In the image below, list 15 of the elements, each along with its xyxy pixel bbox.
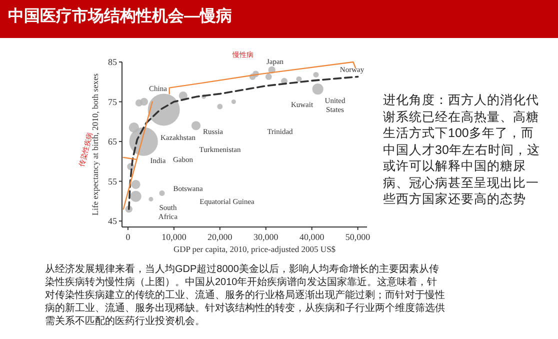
text: 进化角度：西方人的消化代谢系统已经在高热量、高糖生活方式下100多年了，而中国人才30年左右时间，这或许可以解释中国的糖尿病、冠心病甚至呈现出比一些西方国家还要高的态势 bbox=[383, 92, 541, 208]
y-tick-label: 65 bbox=[108, 136, 118, 147]
x-tick-label: 30,000 bbox=[254, 232, 279, 242]
x-tick-label: 10,000 bbox=[162, 232, 187, 242]
x-axis-title: GDP per capita, 2010, price-adjusted 2005 US$ bbox=[173, 244, 336, 254]
x-tick-label: 20,000 bbox=[208, 232, 233, 242]
y-tick-label: 75 bbox=[108, 96, 118, 107]
x-tick-label: 40,000 bbox=[299, 232, 325, 242]
x-tick-label: 0 bbox=[126, 232, 131, 242]
x-tick-label: 50,000 bbox=[345, 232, 371, 242]
y-tick-label: 85 bbox=[108, 57, 118, 67]
chart-title: 中国医疗市场结构性机会—慢病 bbox=[0, 0, 558, 38]
text: 从经济发展规律来看，当人均GDP超过8000美金以后，影响人均寿命增长的主要因素从传染性疾病转为慢性病（上图）。中国从2010年开始疾病谱向发达国家靠近。这意味着，针对传染性疾病建立的传统的工业、流通、服务的行业格局逐渐出现产能过剩；而针对于慢性病的新工业、流通、服务出现稀缺。针对该结构性的转变，从疾病和子行业两个维度筛选供需关系不匹配的医药行业投资机会。 bbox=[45, 263, 445, 328]
y-tick-label: 45 bbox=[108, 216, 118, 226]
y-tick-label: 55 bbox=[108, 176, 118, 186]
